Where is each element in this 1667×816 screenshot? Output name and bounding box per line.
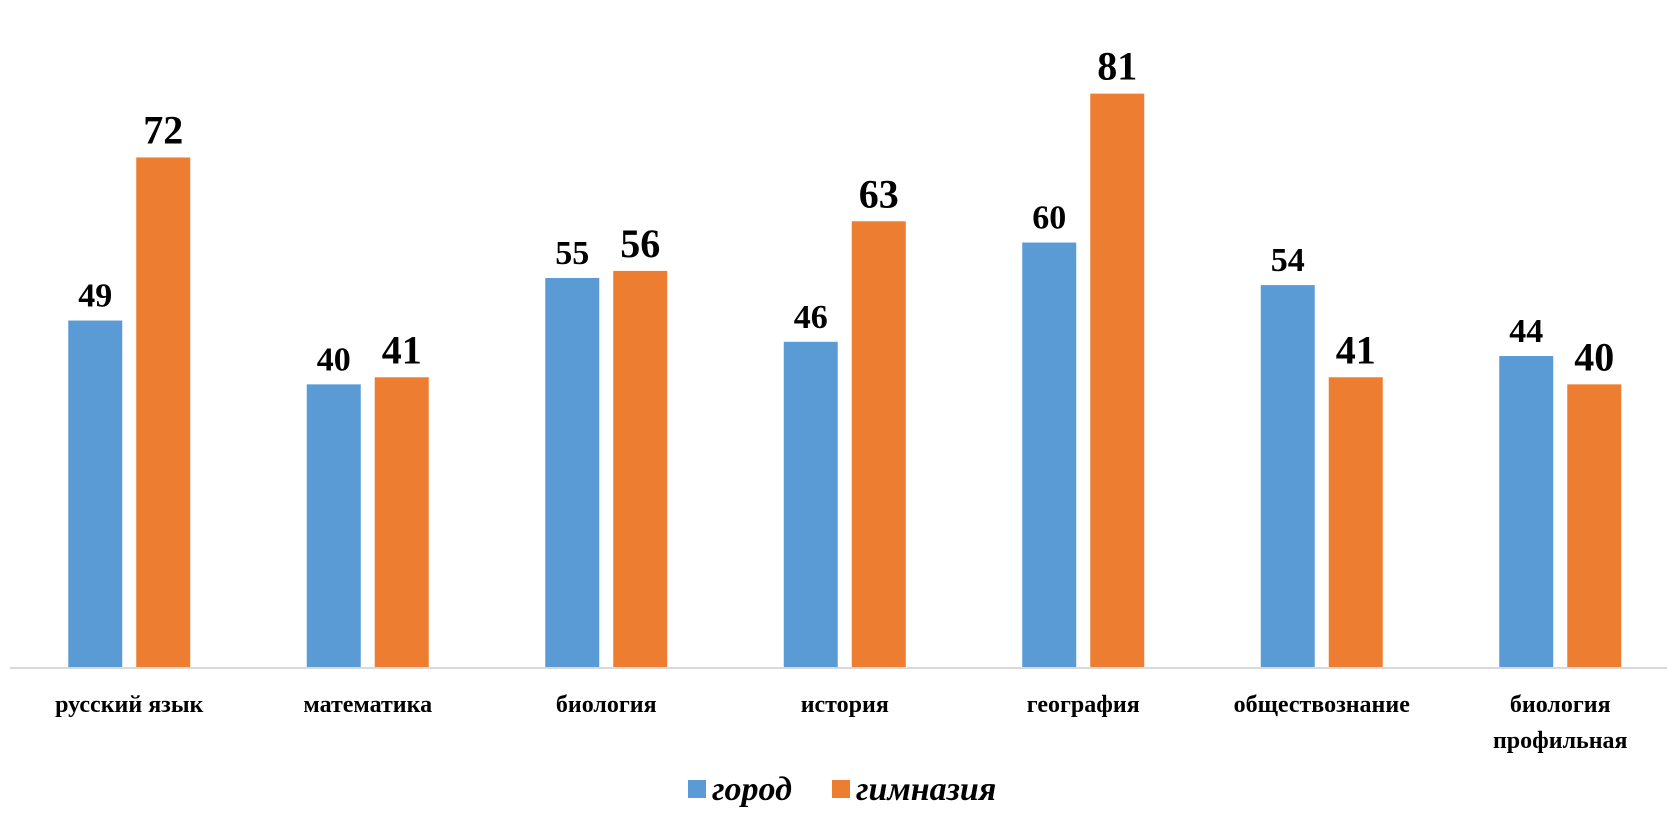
legend-item-city-label: город — [712, 771, 792, 808]
legend-item-city-swatch — [688, 780, 706, 798]
bar-gymnasium-4 — [1090, 93, 1145, 669]
bar-gymnasium-6 — [1567, 384, 1622, 668]
category-labels-layer: русский язык математика биология история гео… — [55, 692, 1627, 754]
legend-item-gymnasium-swatch — [832, 780, 850, 798]
bar-gymnasium-1 — [374, 377, 429, 668]
category-label-1: математика — [303, 692, 432, 718]
category-label-3: история — [801, 692, 889, 718]
data-label-city-0: 49 — [78, 278, 112, 315]
category-label-6: биология — [1510, 692, 1611, 718]
category-label-4: география — [1027, 692, 1140, 718]
bar-gymnasium-5 — [1328, 377, 1383, 668]
bar-gymnasium-2 — [613, 270, 668, 668]
bar-gymnasium-0 — [136, 157, 191, 669]
data-label-gymnasium-2: 56 — [620, 221, 660, 266]
bar-city-3 — [783, 341, 838, 668]
bar-city-6 — [1499, 356, 1554, 668]
data-label-gymnasium-1: 41 — [382, 327, 422, 372]
bar-city-0 — [68, 320, 123, 668]
data-labels-layer: 49 72 40 41 55 56 46 63 60 81 54 41 44 40 — [78, 44, 1614, 380]
category-label-2: биология — [556, 692, 657, 718]
data-label-gymnasium-3: 63 — [859, 171, 899, 216]
bars-layer — [68, 93, 1622, 669]
category-label-5: обществознание — [1234, 692, 1411, 718]
bar-city-2 — [545, 278, 600, 668]
data-label-gymnasium-0: 72 — [143, 107, 183, 152]
data-label-city-3: 46 — [794, 299, 828, 336]
legend: город гимназия — [688, 771, 996, 808]
data-label-gymnasium-6: 40 — [1574, 334, 1614, 379]
data-label-gymnasium-4: 81 — [1097, 44, 1137, 89]
data-label-city-6: 44 — [1509, 313, 1543, 350]
bar-city-4 — [1022, 242, 1077, 668]
category-label-0: русский язык — [55, 692, 203, 718]
data-label-city-1: 40 — [317, 341, 351, 378]
data-label-city-4: 60 — [1032, 200, 1066, 237]
data-label-gymnasium-5: 41 — [1336, 327, 1376, 372]
bar-gymnasium-3 — [851, 221, 906, 669]
bar-city-5 — [1260, 285, 1315, 668]
data-label-city-5: 54 — [1271, 242, 1305, 279]
data-label-city-2: 55 — [555, 235, 589, 272]
category-label-6: профильная — [1493, 728, 1628, 754]
bar-city-1 — [306, 384, 361, 668]
legend-item-gymnasium-label: гимназия — [856, 771, 996, 808]
